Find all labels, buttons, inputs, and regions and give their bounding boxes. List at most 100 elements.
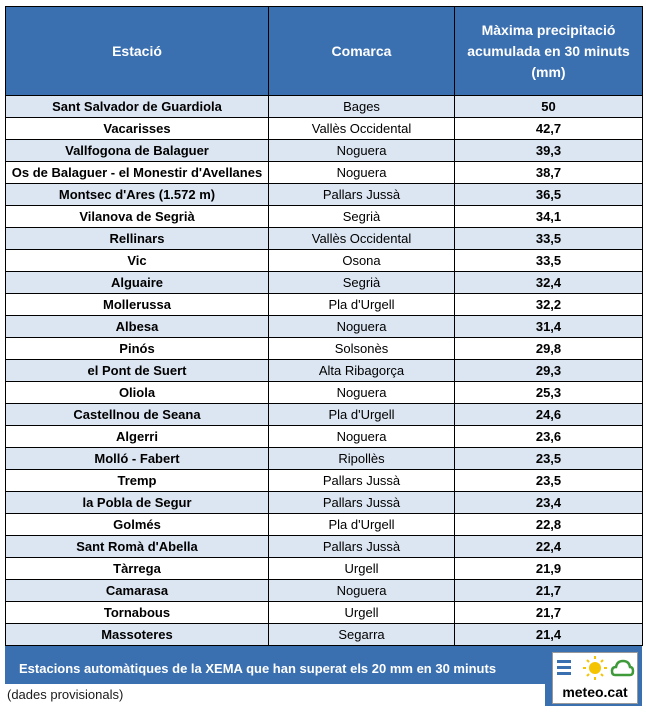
table-row: Mollerussa Pla d'Urgell 32,2 (5, 293, 643, 316)
meteocat-logo: meteo.cat (552, 652, 638, 704)
table-row: Rellinars Vallès Occidental 33,5 (5, 227, 643, 250)
table-row: Pinós Solsonès 29,8 (5, 337, 643, 360)
station-cell: Os de Balaguer - el Monestir d'Avellanes (5, 161, 269, 184)
table-row: Tornabous Urgell 21,7 (5, 601, 643, 624)
weather-icons (557, 656, 635, 680)
value-cell: 23,5 (454, 447, 643, 470)
county-cell: Segrià (268, 205, 455, 228)
station-cell: Vic (5, 249, 269, 272)
station-cell: Mollerussa (5, 293, 269, 316)
county-cell: Bages (268, 95, 455, 118)
precipitation-table: Estació Comarca Màxima precipitació acum… (5, 6, 643, 646)
station-cell: Sant Salvador de Guardiola (5, 95, 269, 118)
station-cell: Castellnou de Seana (5, 403, 269, 426)
value-cell: 31,4 (454, 315, 643, 338)
footer-banner: Estacions automàtiques de la XEMA que ha… (5, 646, 642, 706)
county-cell: Pla d'Urgell (268, 403, 455, 426)
station-cell: Tàrrega (5, 557, 269, 580)
county-cell: Vallès Occidental (268, 227, 455, 250)
footer-caption: Estacions automàtiques de la XEMA que ha… (19, 661, 497, 676)
county-cell: Noguera (268, 381, 455, 404)
county-cell: Segarra (268, 623, 455, 646)
value-cell: 33,5 (454, 249, 643, 272)
header-max-precipitation: Màxima precipitació acumulada en 30 minu… (454, 6, 643, 96)
table-header-row: Estació Comarca Màxima precipitació acum… (5, 6, 643, 96)
station-cell: Vallfogona de Balaguer (5, 139, 269, 162)
cloud-icon (610, 659, 635, 677)
table-row: Oliola Noguera 25,3 (5, 381, 643, 404)
table-row: Tremp Pallars Jussà 23,5 (5, 469, 643, 492)
table-row: Montsec d'Ares (1.572 m) Pallars Jussà 36,… (5, 183, 643, 206)
value-cell: 23,6 (454, 425, 643, 448)
table-row: Golmés Pla d'Urgell 22,8 (5, 513, 643, 536)
value-cell: 29,3 (454, 359, 643, 382)
table-row: Vic Osona 33,5 (5, 249, 643, 272)
station-cell: Golmés (5, 513, 269, 536)
station-cell: Alguaire (5, 271, 269, 294)
table-row: Vallfogona de Balaguer Noguera 39,3 (5, 139, 643, 162)
value-cell: 21,7 (454, 579, 643, 602)
county-cell: Segrià (268, 271, 455, 294)
station-cell: Rellinars (5, 227, 269, 250)
value-cell: 21,9 (454, 557, 643, 580)
header-county: Comarca (268, 6, 455, 96)
station-cell: Sant Romà d'Abella (5, 535, 269, 558)
table-row: Camarasa Noguera 21,7 (5, 579, 643, 602)
logo-text: meteo.cat (562, 684, 628, 700)
table-row: Massoteres Segarra 21,4 (5, 623, 643, 646)
value-cell: 42,7 (454, 117, 643, 140)
precipitation-report: Estació Comarca Màxima precipitació acum… (5, 6, 643, 706)
value-cell: 32,4 (454, 271, 643, 294)
county-cell: Noguera (268, 425, 455, 448)
header-station: Estació (5, 6, 269, 96)
county-cell: Pallars Jussà (268, 491, 455, 514)
station-cell: Pinós (5, 337, 269, 360)
station-cell: Vacarisses (5, 117, 269, 140)
county-cell: Noguera (268, 315, 455, 338)
county-cell: Osona (268, 249, 455, 272)
table-row: Os de Balaguer - el Monestir d'Avellanes… (5, 161, 643, 184)
table-row: Albesa Noguera 31,4 (5, 315, 643, 338)
footer-note: (dades provisionals) (7, 687, 128, 702)
value-cell: 29,8 (454, 337, 643, 360)
table-row: Tàrrega Urgell 21,9 (5, 557, 643, 580)
county-cell: Noguera (268, 579, 455, 602)
table-row: Molló - Fabert Ripollès 23,5 (5, 447, 643, 470)
county-cell: Vallès Occidental (268, 117, 455, 140)
menu-lines-icon (557, 660, 571, 675)
value-cell: 21,7 (454, 601, 643, 624)
value-cell: 22,8 (454, 513, 643, 536)
header-max-line3: (mm) (531, 63, 566, 80)
value-cell: 34,1 (454, 205, 643, 228)
note-strip (5, 684, 545, 706)
header-max-line1: Màxima precipitació (481, 21, 616, 38)
table-row: el Pont de Suert Alta Ribagorça 29,3 (5, 359, 643, 382)
value-cell: 25,3 (454, 381, 643, 404)
station-cell: el Pont de Suert (5, 359, 269, 382)
county-cell: Pallars Jussà (268, 183, 455, 206)
county-cell: Urgell (268, 601, 455, 624)
county-cell: Noguera (268, 139, 455, 162)
station-cell: Vilanova de Segrià (5, 205, 269, 228)
table-row: Vilanova de Segrià Segrià 34,1 (5, 205, 643, 228)
station-cell: Tornabous (5, 601, 269, 624)
value-cell: 22,4 (454, 535, 643, 558)
value-cell: 50 (454, 95, 643, 118)
table-row: Sant Romà d'Abella Pallars Jussà 22,4 (5, 535, 643, 558)
table-row: Castellnou de Seana Pla d'Urgell 24,6 (5, 403, 643, 426)
value-cell: 32,2 (454, 293, 643, 316)
station-cell: Algerri (5, 425, 269, 448)
station-cell: Oliola (5, 381, 269, 404)
value-cell: 23,4 (454, 491, 643, 514)
station-cell: Albesa (5, 315, 269, 338)
station-cell: Molló - Fabert (5, 447, 269, 470)
county-cell: Pla d'Urgell (268, 293, 455, 316)
county-cell: Urgell (268, 557, 455, 580)
value-cell: 39,3 (454, 139, 643, 162)
table-row: la Pobla de Segur Pallars Jussà 23,4 (5, 491, 643, 514)
value-cell: 24,6 (454, 403, 643, 426)
county-cell: Pallars Jussà (268, 469, 455, 492)
value-cell: 33,5 (454, 227, 643, 250)
value-cell: 38,7 (454, 161, 643, 184)
county-cell: Alta Ribagorça (268, 359, 455, 382)
